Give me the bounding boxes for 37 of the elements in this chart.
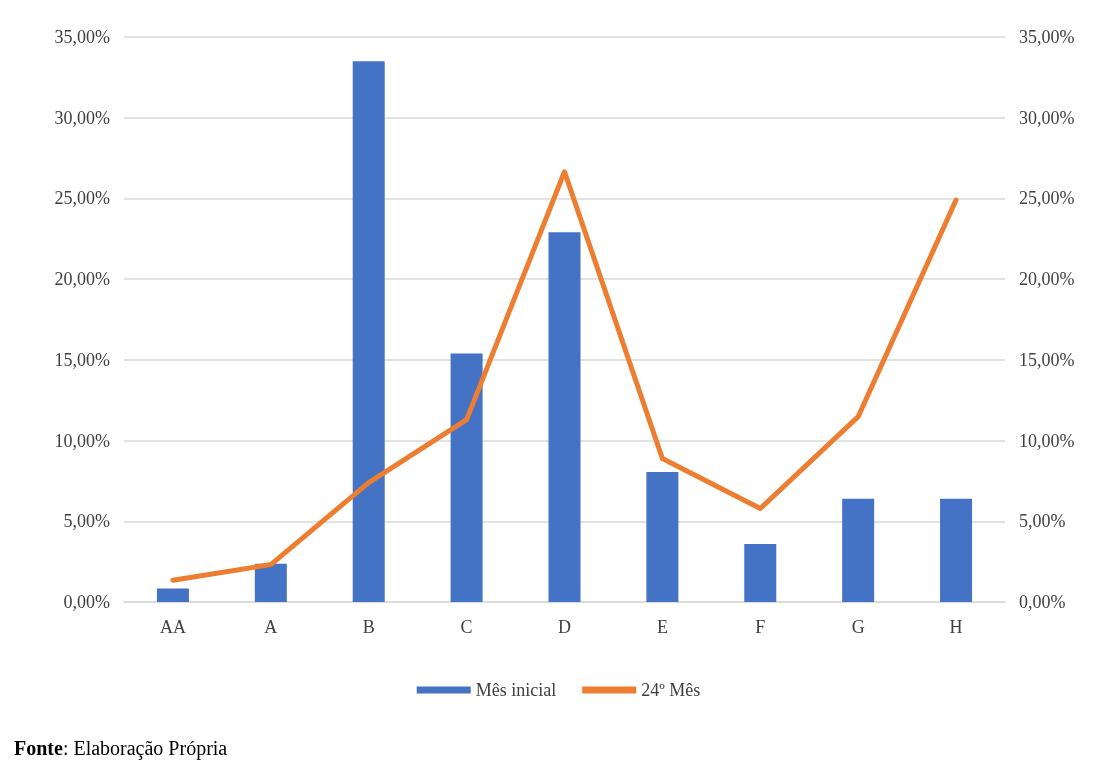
y2-tick-label: 35,00% bbox=[1019, 27, 1075, 47]
y2-tick-label: 0,00% bbox=[1019, 592, 1066, 612]
bar bbox=[352, 61, 385, 602]
bar bbox=[450, 353, 483, 602]
bar bbox=[842, 498, 875, 602]
y-tick-label: 30,00% bbox=[54, 107, 110, 128]
x-tick-label: H bbox=[949, 617, 963, 637]
y2-tick-label: 15,00% bbox=[1019, 349, 1075, 370]
x-tick-label: A bbox=[264, 617, 278, 637]
y-tick-label: 25,00% bbox=[54, 188, 110, 209]
x-tick-label: E bbox=[656, 617, 668, 637]
bar bbox=[254, 563, 287, 602]
bar bbox=[744, 543, 777, 602]
y-tick-label: 0,00% bbox=[63, 592, 110, 612]
y2-tick-label: 20,00% bbox=[1019, 269, 1075, 290]
x-tick-label: AA bbox=[159, 617, 186, 637]
y2-tick-label: 10,00% bbox=[1019, 430, 1075, 451]
y-tick-label: 10,00% bbox=[54, 430, 110, 451]
bar bbox=[940, 498, 973, 602]
x-tick-label: G bbox=[851, 617, 865, 637]
x-tick-label: B bbox=[362, 617, 375, 637]
y2-tick-label: 30,00% bbox=[1019, 107, 1075, 128]
legend-label: 24º Mês bbox=[641, 680, 701, 700]
legend-label: Mês inicial bbox=[475, 680, 557, 700]
x-tick-label: F bbox=[755, 617, 766, 637]
bar bbox=[548, 232, 581, 602]
x-tick-label: C bbox=[460, 617, 473, 637]
y2-tick-label: 5,00% bbox=[1019, 511, 1066, 532]
bar bbox=[646, 471, 679, 602]
bar bbox=[156, 588, 189, 602]
y-tick-label: 15,00% bbox=[54, 349, 110, 370]
y-tick-label: 35,00% bbox=[54, 27, 110, 47]
source-note: Fonte: Elaboração Própria bbox=[14, 737, 228, 760]
y2-tick-label: 25,00% bbox=[1019, 188, 1075, 209]
x-tick-label: D bbox=[558, 617, 571, 637]
y-tick-label: 20,00% bbox=[54, 269, 110, 290]
y-tick-label: 5,00% bbox=[63, 511, 110, 532]
